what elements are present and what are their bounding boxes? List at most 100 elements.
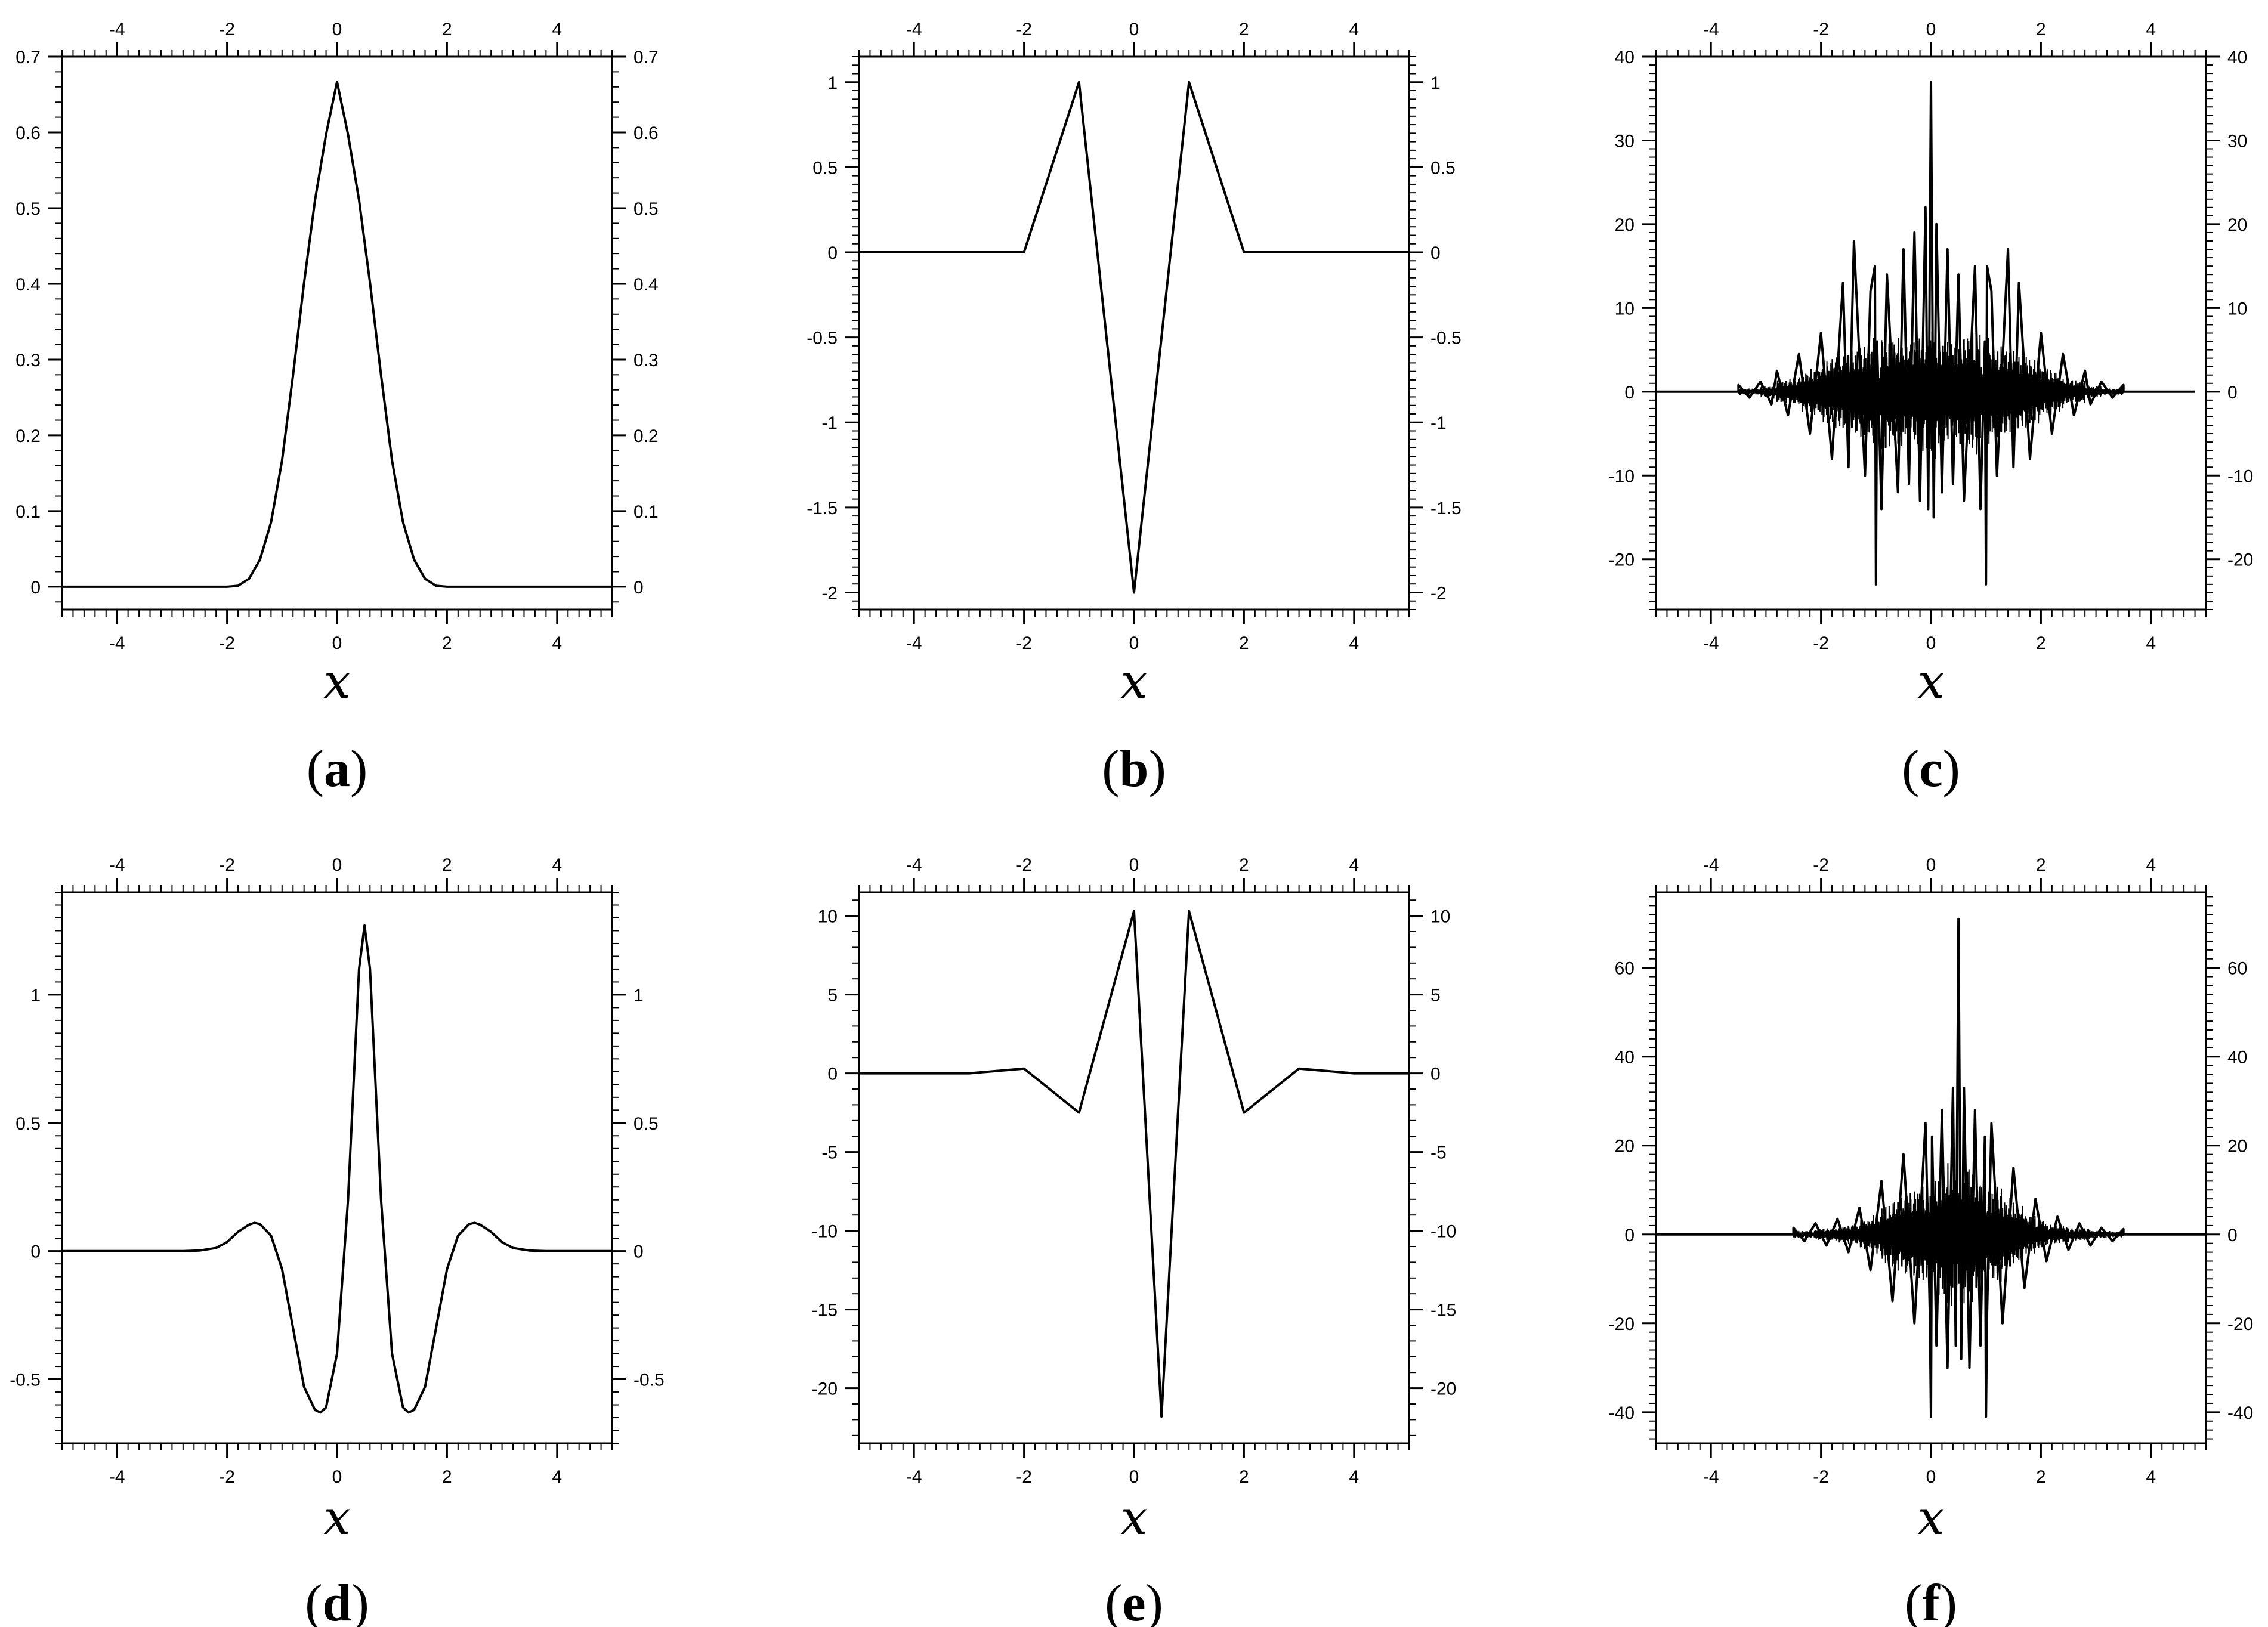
y-tick-label: 0.3 [16, 351, 41, 370]
x-tick-label-top: 4 [2146, 855, 2156, 875]
x-tick-label-top: -4 [906, 20, 922, 39]
y-tick-label-right: 5 [1430, 986, 1441, 1006]
y-tick-label-right: -0.5 [1430, 329, 1461, 348]
y-tick-label: 0 [1624, 383, 1634, 403]
y-tick-label-right: 0.1 [634, 502, 659, 522]
panel-label: (b) [1102, 740, 1166, 798]
y-tick-label-right: 0 [1430, 243, 1441, 263]
panel-d: -4 -4 -2 -2 0 0 2 2 4 4 -0.5 -0.5 0 0 0.5 0.5 1 1 x (d) [10, 855, 664, 1627]
panel-label: (c) [1902, 740, 1960, 798]
y-tick-label: 40 [1615, 48, 1634, 67]
panel-b: -4 -4 -2 -2 0 0 2 2 4 4 -2 -2 -1.5 -1.5 -1 -1 -0.5 -0.5 0 0… [807, 20, 1461, 798]
y-tick-label-right: 0 [634, 578, 644, 598]
panel-a: -4 -4 -2 -2 0 0 2 2 4 4 0 0 0.1 0.1 0.2 0.2 0.3 0.3 0.4 0.4… [16, 20, 658, 798]
x-tick-label-top: -4 [1703, 855, 1719, 875]
y-tick-label-right: 1 [1430, 73, 1441, 93]
y-tick-label: -40 [1609, 1403, 1634, 1423]
x-tick-label: 4 [2146, 1467, 2156, 1487]
x-tick-label: -4 [109, 1467, 125, 1487]
x-tick-label-top: 4 [1349, 855, 1359, 875]
x-tick-label: 0 [1926, 633, 1936, 653]
y-tick-label-right: 0 [634, 1242, 644, 1262]
x-tick-label: -2 [1813, 1467, 1829, 1487]
y-tick-label: -1.5 [807, 499, 838, 518]
y-tick-label: 20 [1615, 1137, 1634, 1156]
y-tick-label-right: -1.5 [1430, 499, 1461, 518]
y-tick-label: 0 [827, 1065, 838, 1084]
series-line [859, 81, 1409, 594]
x-tick-label: -4 [906, 633, 922, 653]
x-axis-label: x [1120, 1490, 1147, 1545]
x-tick-label: 0 [1129, 633, 1139, 653]
y-tick-label: -15 [812, 1301, 838, 1320]
y-tick-label: -10 [1609, 466, 1634, 486]
x-tick-label-top: -2 [1813, 855, 1829, 875]
y-tick-label-right: 10 [2227, 299, 2247, 318]
x-tick-label: 0 [332, 1467, 342, 1487]
y-tick-label: 0 [827, 243, 838, 263]
series-oscillation [1793, 1163, 2124, 1306]
y-tick-label: -0.5 [10, 1371, 41, 1390]
y-tick-label-right: 0.7 [634, 48, 659, 67]
x-tick-label-top: 0 [332, 20, 342, 39]
x-tick-label-top: -2 [1813, 20, 1829, 39]
x-tick-label-top: 0 [1926, 20, 1936, 39]
x-tick-label-top: 4 [1349, 20, 1359, 39]
x-tick-label: 0 [332, 633, 342, 653]
y-tick-label-right: 0.4 [634, 275, 659, 295]
x-tick-label: -4 [109, 633, 125, 653]
x-tick-label-top: 2 [1239, 20, 1249, 39]
y-tick-label: 0 [30, 1242, 41, 1262]
x-tick-label-top: 0 [332, 855, 342, 875]
x-tick-label: 4 [2146, 633, 2156, 653]
plot-frame [61, 891, 613, 1444]
y-tick-label: 0.4 [16, 275, 41, 295]
y-tick-label: 30 [1615, 131, 1634, 151]
x-tick-label: -2 [1813, 633, 1829, 653]
y-tick-label-right: 0.5 [1430, 158, 1456, 178]
x-tick-label-top: -2 [1016, 855, 1032, 875]
y-tick-label-right: -0.5 [634, 1371, 665, 1390]
y-tick-label-right: -20 [2227, 1314, 2253, 1334]
y-tick-label: 0.5 [16, 1114, 41, 1134]
y-tick-label-right: 10 [1430, 907, 1450, 927]
y-tick-label-right: -10 [2227, 466, 2253, 486]
y-tick-label: 0 [1624, 1226, 1634, 1245]
y-tick-label: -0.5 [807, 329, 838, 348]
y-tick-label: 0.2 [16, 426, 41, 446]
x-tick-label-top: -4 [906, 855, 922, 875]
y-tick-label-right: 40 [2227, 48, 2247, 67]
y-tick-label-right: -20 [1430, 1379, 1456, 1399]
y-tick-label-right: -10 [1430, 1222, 1456, 1242]
x-tick-label: 2 [1239, 1467, 1249, 1487]
plot-frame [858, 55, 1410, 611]
y-tick-label-right: 0.6 [634, 123, 659, 143]
y-tick-label-right: 0 [1430, 1065, 1441, 1084]
x-tick-label-top: 2 [2036, 20, 2046, 39]
y-tick-label: -10 [812, 1222, 838, 1242]
y-tick-label-right: -5 [1430, 1143, 1447, 1163]
y-tick-label-right: 0.2 [634, 426, 659, 446]
x-tick-label-top: 0 [1129, 855, 1139, 875]
y-tick-label: 1 [30, 986, 41, 1006]
y-tick-label-right: 30 [2227, 131, 2247, 151]
series-line [859, 910, 1409, 1418]
x-tick-label: 2 [442, 1467, 452, 1487]
y-tick-label: -20 [1609, 1314, 1634, 1334]
y-tick-label: 0.6 [16, 123, 41, 143]
x-tick-label-top: 4 [552, 855, 562, 875]
x-tick-label: -4 [906, 1467, 922, 1487]
y-tick-label-right: -1 [1430, 413, 1447, 433]
x-tick-label: 4 [552, 633, 562, 653]
y-tick-label: -1 [821, 413, 838, 433]
x-tick-label-top: -2 [1016, 20, 1032, 39]
y-tick-label: -5 [821, 1143, 838, 1163]
x-tick-label-top: 0 [1129, 20, 1139, 39]
x-tick-label: -2 [219, 1467, 235, 1487]
y-tick-label-right: -40 [2227, 1403, 2253, 1423]
y-tick-label-right: 0 [2227, 1226, 2238, 1245]
y-tick-label: 10 [818, 907, 838, 927]
x-tick-label-top: -2 [219, 20, 235, 39]
